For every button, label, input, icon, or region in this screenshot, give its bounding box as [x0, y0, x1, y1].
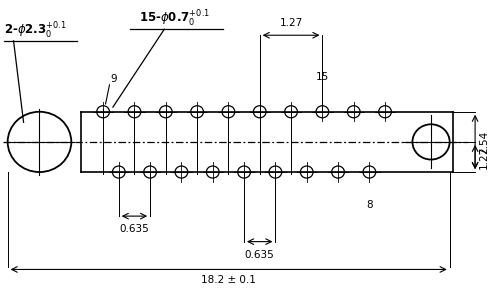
Text: 18.2 ± 0.1: 18.2 ± 0.1: [201, 275, 256, 285]
Text: 8: 8: [366, 200, 373, 210]
Text: 2-$\phi$2.3$^{+0.1}_{0}$: 2-$\phi$2.3$^{+0.1}_{0}$: [4, 21, 67, 41]
Text: 15-$\phi$0.7$^{+0.1}_{0}$: 15-$\phi$0.7$^{+0.1}_{0}$: [139, 9, 210, 29]
Text: 0.635: 0.635: [120, 225, 149, 234]
Text: 0.635: 0.635: [245, 250, 275, 260]
Text: 2.54: 2.54: [479, 130, 489, 153]
Text: 1.27: 1.27: [479, 145, 489, 168]
Text: 1.27: 1.27: [280, 18, 302, 28]
Text: 9: 9: [110, 74, 117, 84]
Text: 15: 15: [316, 72, 329, 81]
